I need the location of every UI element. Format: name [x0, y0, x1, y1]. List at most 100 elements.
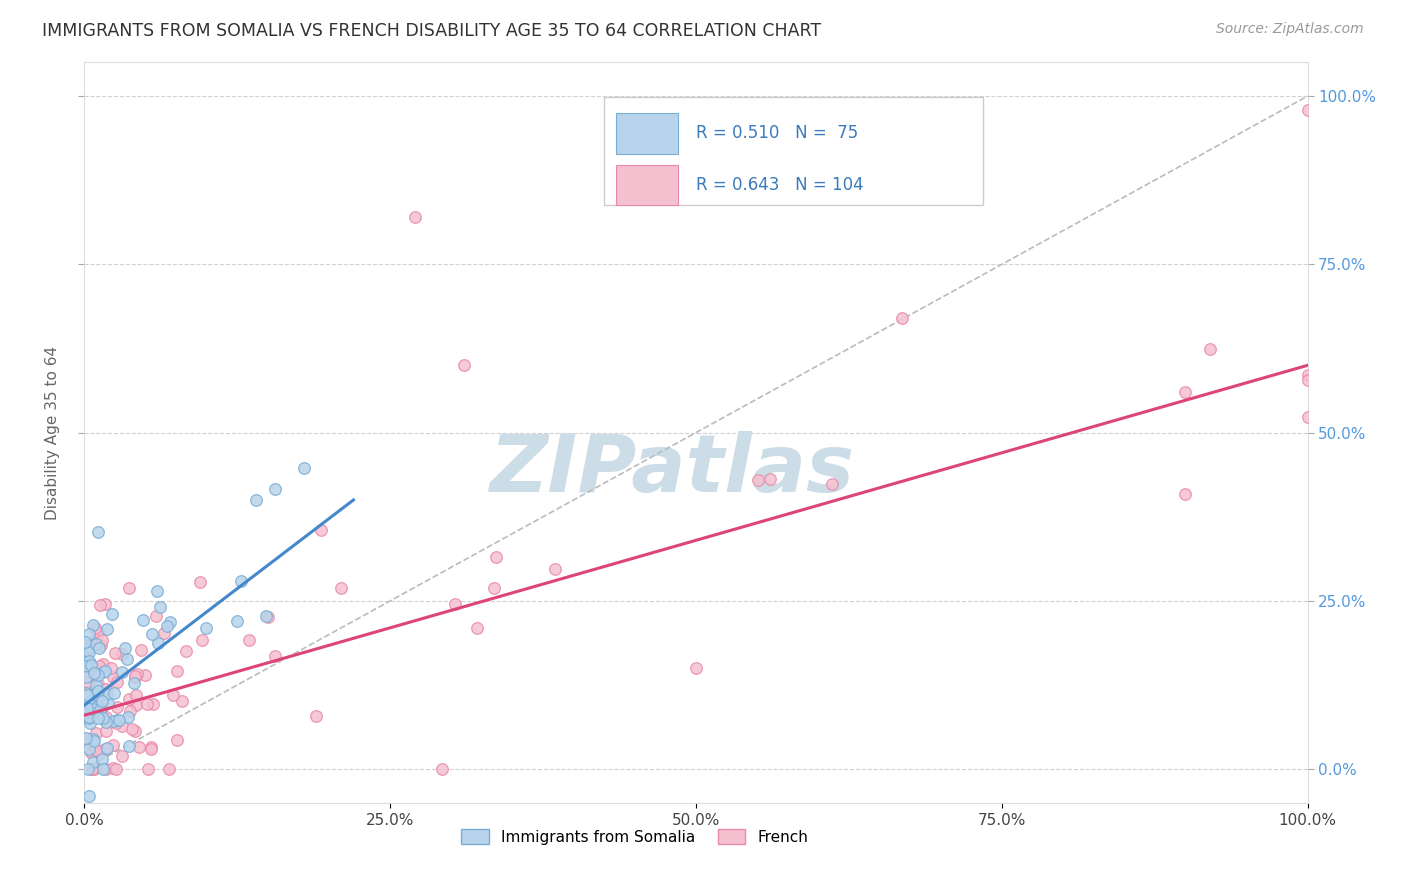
Point	[747, 473, 769, 487]
Point	[94, 741, 117, 756]
Point	[122, 676, 145, 690]
Point	[103, 714, 125, 728]
Point	[79, 654, 101, 668]
Point	[86, 668, 108, 682]
Point	[87, 677, 110, 691]
Point	[159, 615, 181, 629]
Point	[453, 359, 475, 373]
Point	[127, 666, 149, 681]
Point	[77, 685, 100, 699]
Point	[91, 665, 114, 679]
Point	[77, 710, 100, 724]
Point	[105, 715, 128, 730]
Point	[83, 734, 105, 748]
Point	[94, 709, 117, 723]
Point	[820, 476, 842, 491]
Point	[149, 600, 172, 615]
Point	[82, 737, 104, 751]
Point	[101, 607, 124, 622]
Point	[890, 310, 912, 325]
Point	[77, 675, 100, 690]
Point	[153, 626, 176, 640]
Point	[105, 699, 128, 714]
Point	[264, 648, 287, 663]
Point	[115, 652, 138, 666]
Point	[77, 742, 100, 756]
Point	[139, 739, 162, 754]
Point	[132, 613, 155, 627]
Point	[89, 703, 111, 717]
Point	[87, 525, 110, 540]
Point	[104, 762, 127, 776]
Point	[79, 657, 101, 672]
Point	[134, 668, 156, 682]
Point	[91, 752, 114, 766]
Point	[75, 731, 97, 746]
Point	[80, 746, 103, 760]
Point	[305, 709, 328, 723]
Point	[135, 697, 157, 711]
Point	[1296, 409, 1319, 424]
Point	[77, 627, 100, 641]
Point	[1296, 368, 1319, 383]
Point	[84, 622, 107, 636]
Point	[87, 745, 110, 759]
Point	[77, 789, 100, 803]
Point	[83, 666, 105, 681]
Point	[76, 689, 98, 703]
Point	[90, 638, 112, 652]
Point	[93, 711, 115, 725]
Point	[93, 597, 115, 611]
Text: Source: ZipAtlas.com: Source: ZipAtlas.com	[1216, 22, 1364, 37]
Point	[124, 669, 146, 683]
Point	[87, 625, 110, 640]
Point	[330, 582, 353, 596]
Point	[87, 659, 110, 673]
Point	[84, 677, 107, 691]
Point	[80, 657, 103, 672]
Point	[128, 739, 150, 754]
Point	[111, 665, 134, 679]
Point	[156, 619, 179, 633]
Point	[166, 733, 188, 747]
Point	[82, 755, 104, 769]
Point	[76, 670, 98, 684]
Point	[77, 695, 100, 709]
Point	[73, 634, 96, 648]
Point	[124, 670, 146, 684]
Point	[77, 762, 100, 776]
Point	[482, 581, 505, 595]
Point	[86, 726, 108, 740]
Point	[87, 711, 110, 725]
Point	[83, 638, 105, 652]
Point	[111, 748, 134, 763]
FancyBboxPatch shape	[616, 165, 678, 205]
Point	[172, 694, 194, 708]
Point	[195, 621, 218, 635]
Point	[104, 646, 127, 660]
Point	[86, 703, 108, 717]
Point	[231, 574, 253, 589]
Point	[77, 699, 100, 714]
Point	[120, 704, 142, 718]
Point	[86, 684, 108, 698]
Point	[82, 706, 104, 720]
Point	[82, 731, 104, 746]
Point	[125, 698, 148, 713]
Point	[124, 723, 146, 738]
Point	[107, 713, 129, 727]
Point	[90, 632, 112, 647]
Point	[84, 742, 107, 756]
Point	[86, 698, 108, 712]
Point	[758, 472, 780, 486]
Point	[254, 609, 277, 624]
Point	[485, 550, 508, 565]
Point	[191, 633, 214, 648]
Text: IMMIGRANTS FROM SOMALIA VS FRENCH DISABILITY AGE 35 TO 64 CORRELATION CHART: IMMIGRANTS FROM SOMALIA VS FRENCH DISABI…	[42, 22, 821, 40]
Point	[188, 574, 211, 589]
Point	[118, 691, 141, 706]
Y-axis label: Disability Age 35 to 64: Disability Age 35 to 64	[45, 345, 60, 520]
Point	[80, 745, 103, 759]
Point	[80, 762, 103, 776]
Point	[105, 714, 128, 728]
